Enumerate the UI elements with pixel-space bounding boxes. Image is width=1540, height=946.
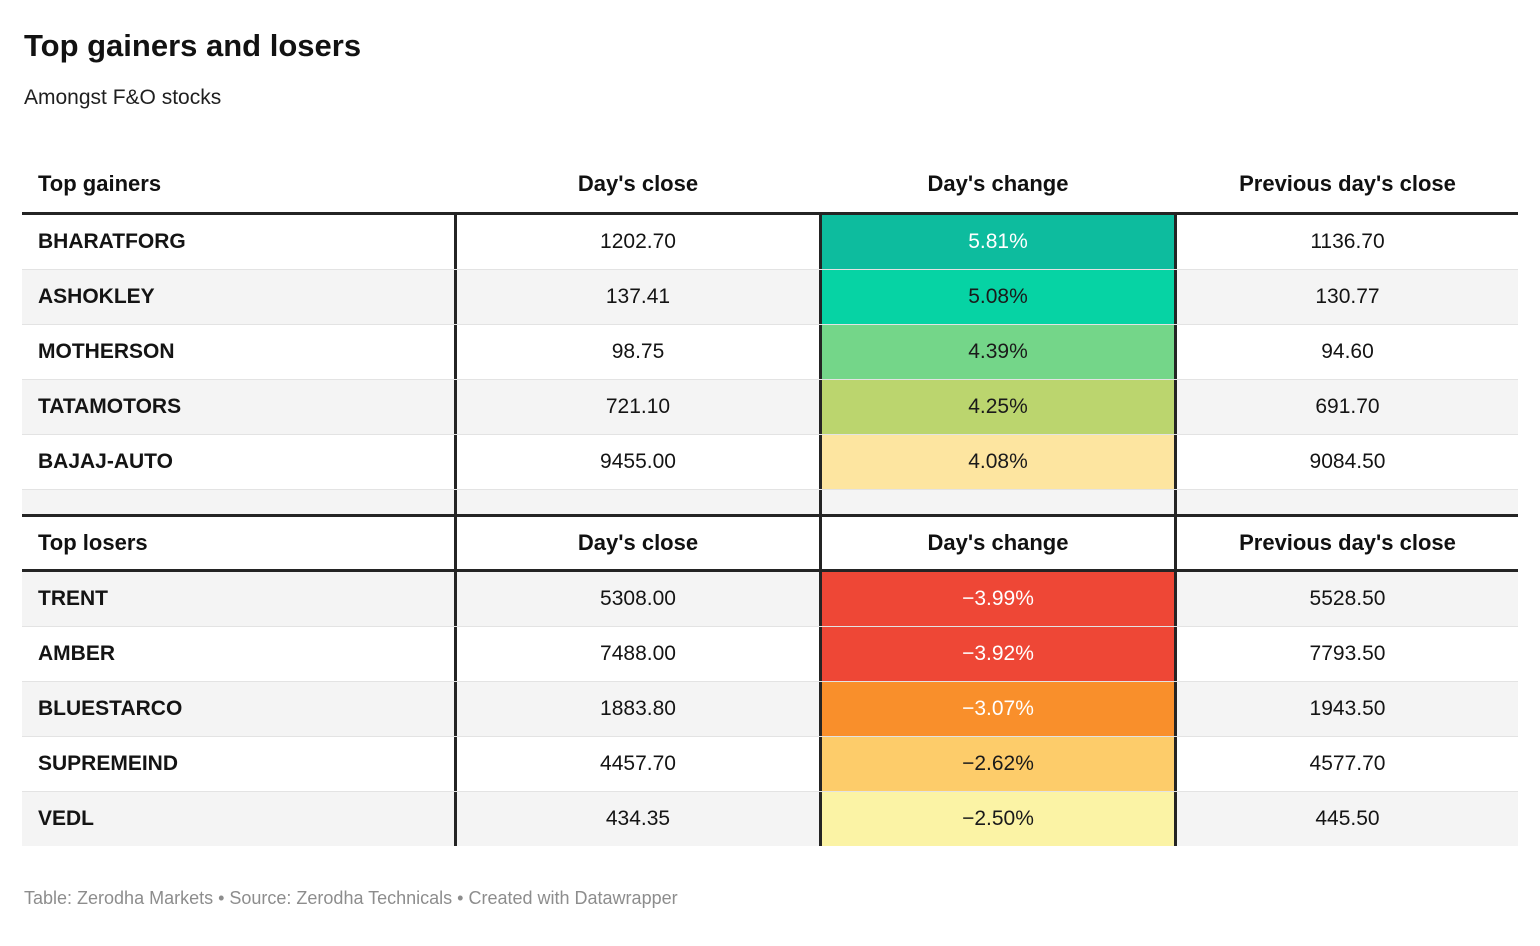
days-change-value: −2.50% [819,792,1177,846]
column-header-days-change: Day's change [819,517,1177,569]
table-row: ASHOKLEY 137.41 5.08% 130.77 [22,269,1518,324]
gainers-losers-table: Top gainers Day's close Day's change Pre… [22,156,1518,846]
days-change-value: 5.08% [819,270,1177,324]
chart-container: Top gainers and losers Amongst F&O stock… [22,28,1518,908]
stock-symbol: BAJAJ-AUTO [22,435,457,489]
stock-symbol: AMBER [22,627,457,681]
prev-close-value: 1943.50 [1309,697,1386,720]
prev-close-value: 1136.70 [1310,230,1385,253]
table-row: SUPREMEIND 4457.70 −2.62% 4577.70 [22,736,1518,791]
gainers-section-label: Top gainers [38,171,162,196]
days-change-value: 4.25% [819,380,1177,434]
table-section-spacer [22,489,1518,514]
page-subtitle: Amongst F&O stocks [24,86,222,109]
days-change-value: 4.08% [819,435,1177,489]
days-close-value: 137.41 [605,285,671,308]
table-row: BAJAJ-AUTO 9455.00 4.08% 9084.50 [22,434,1518,489]
days-change-value: −3.99% [819,572,1177,626]
days-close-value: 721.10 [605,395,671,418]
losers-table-body: TRENT 5308.00 −3.99% 5528.50 AMBER 7488.… [22,572,1518,846]
stock-symbol: SUPREMEIND [22,737,457,791]
days-change-value: −3.07% [819,682,1177,736]
table-row: TATAMOTORS 721.10 4.25% 691.70 [22,379,1518,434]
column-header-days-close: Day's close [577,530,699,555]
days-close-value: 4457.70 [600,752,676,775]
days-close-value: 5308.00 [600,587,676,610]
prev-close-value: 7793.50 [1309,642,1386,665]
stock-symbol: BHARATFORG [22,215,457,269]
stock-symbol: VEDL [22,792,457,846]
prev-close-value: 445.50 [1315,807,1380,830]
stock-symbol: TRENT [22,572,457,626]
column-header-days-close: Day's close [577,171,699,196]
days-close-value: 9455.00 [600,450,676,473]
table-row: AMBER 7488.00 −3.92% 7793.50 [22,626,1518,681]
attribution-footer: Table: Zerodha Markets • Source: Zerodha… [24,888,678,908]
prev-close-value: 130.77 [1315,285,1380,308]
days-close-value: 434.35 [605,807,671,830]
table-row: MOTHERSON 98.75 4.39% 94.60 [22,324,1518,379]
table-row: VEDL 434.35 −2.50% 445.50 [22,791,1518,846]
stock-symbol: TATAMOTORS [22,380,457,434]
prev-close-value: 9084.50 [1309,450,1386,473]
stock-symbol: MOTHERSON [22,325,457,379]
losers-section-label: Top losers [22,517,457,569]
prev-close-value: 94.60 [1321,340,1374,363]
days-close-value: 7488.00 [600,642,676,665]
column-header-prev-close: Previous day's close [1239,530,1456,555]
page-title: Top gainers and losers [24,28,362,63]
days-change-value: 5.81% [819,215,1177,269]
stock-symbol: BLUESTARCO [22,682,457,736]
days-close-value: 1202.70 [600,230,676,253]
column-header-prev-close: Previous day's close [1239,171,1456,196]
table-row: TRENT 5308.00 −3.99% 5528.50 [22,572,1518,626]
days-close-value: 98.75 [611,340,665,363]
table-row: BHARATFORG 1202.70 5.81% 1136.70 [22,215,1518,269]
table-row: BLUESTARCO 1883.80 −3.07% 1943.50 [22,681,1518,736]
days-change-value: −2.62% [819,737,1177,791]
gainers-header-row: Top gainers Day's close Day's change Pre… [22,156,1518,215]
prev-close-value: 4577.70 [1309,752,1386,775]
days-change-value: −3.92% [819,627,1177,681]
prev-close-value: 5528.50 [1309,587,1386,610]
column-header-days-change: Day's change [927,171,1069,196]
stock-symbol: ASHOKLEY [22,270,457,324]
prev-close-value: 691.70 [1315,395,1380,418]
gainers-table-body: BHARATFORG 1202.70 5.81% 1136.70 ASHOKLE… [22,215,1518,489]
days-change-value: 4.39% [819,325,1177,379]
losers-header-row: Top losers Day's close Day's change Prev… [22,514,1518,572]
days-close-value: 1883.80 [600,697,676,720]
